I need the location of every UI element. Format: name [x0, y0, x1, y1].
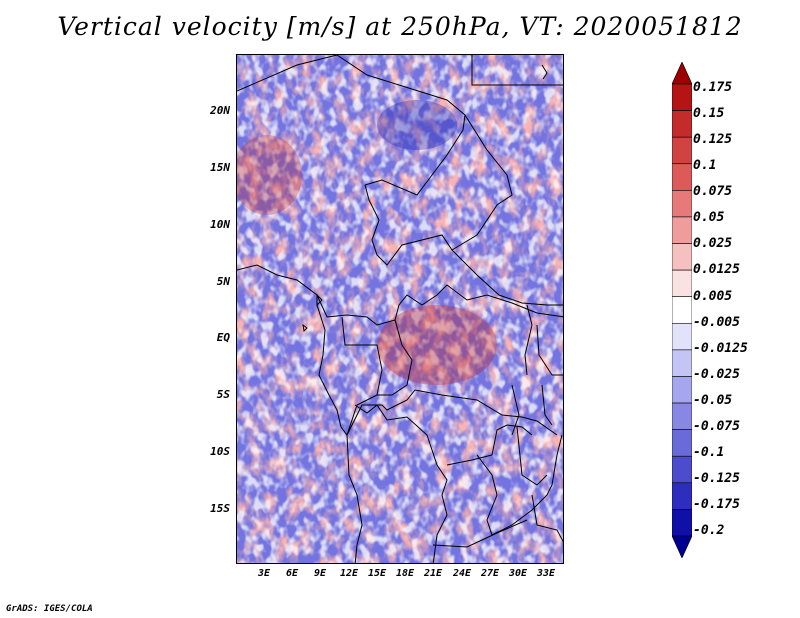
colorbar-segment [672, 296, 692, 324]
colorbar-segment [672, 216, 692, 244]
colorbar-segment [672, 136, 692, 165]
colorbar-label: 0.075 [693, 184, 733, 199]
lon-tick: 24E [452, 568, 472, 579]
colorbar-label: -0.05 [693, 393, 733, 408]
colorbar-segment [672, 349, 692, 377]
colorbar-segment [672, 243, 692, 271]
colorbar-label: -0.005 [693, 315, 740, 330]
colorbar-segment [672, 429, 692, 457]
colorbar-segments [672, 62, 692, 558]
colorbar-segment [672, 376, 692, 404]
colorbar-segment [672, 190, 692, 218]
colorbar-segment [672, 322, 692, 351]
lat-tick: 20N [210, 104, 230, 117]
country-borders [237, 55, 563, 563]
lon-tick: 21E [423, 568, 443, 579]
vertical-velocity-field [237, 55, 563, 563]
lon-tick: 3E [257, 568, 271, 579]
colorbar-label: -0.125 [693, 471, 740, 486]
lat-tick: 5N [216, 275, 230, 288]
lat-tick: 15S [210, 502, 230, 515]
colorbar-label: 0.025 [693, 236, 733, 251]
colorbar-label: 0.15 [693, 106, 725, 121]
colorbar-segment [672, 535, 692, 558]
lon-tick: 30E [508, 568, 528, 579]
lat-tick: 10S [210, 445, 230, 458]
colorbar-segment [672, 110, 692, 138]
colorbar-label: 0.005 [693, 289, 733, 304]
lat-tick: 15N [210, 161, 230, 174]
lon-tick: 18E [395, 568, 415, 579]
lon-tick: 9E [313, 568, 327, 579]
colorbar-label: -0.1 [693, 445, 725, 460]
chart-title: Vertical velocity [m/s] at 250hPa, VT: 2… [57, 12, 743, 41]
colorbar-segment [672, 482, 692, 510]
updraft-cluster [377, 305, 497, 385]
colorbar-label: -0.2 [693, 523, 725, 538]
colorbar-segment [672, 62, 692, 85]
credit-text: GrADS: IGES/COLA [6, 604, 93, 614]
lon-tick: 6E [285, 568, 299, 579]
colorbar-segment [672, 163, 692, 191]
colorbar-segment [672, 83, 692, 111]
lat-tick: EQ [216, 331, 230, 344]
islands [302, 64, 548, 333]
map-panel [236, 54, 564, 564]
lon-tick: 12E [339, 568, 359, 579]
near-zero-pattern [237, 55, 563, 563]
lat-tick: 10N [210, 218, 230, 231]
colorbar-segment [672, 455, 692, 484]
colorbar-segment [672, 509, 692, 537]
colorbar-label: 0.175 [693, 80, 733, 95]
colorbar-label: 0.1 [693, 158, 717, 173]
lat-tick: 5S [216, 388, 230, 401]
lon-tick: 15E [367, 568, 387, 579]
colorbar-label: -0.0125 [693, 341, 748, 356]
colorbar-label: 0.05 [693, 210, 725, 225]
updraft-cluster [237, 135, 302, 215]
lon-tick: 33E [536, 568, 556, 579]
colorbar-label: -0.025 [693, 367, 740, 382]
colorbar [672, 62, 692, 558]
lon-tick: 27E [480, 568, 500, 579]
colorbar-label: 0.125 [693, 132, 733, 147]
downdraft-cluster [377, 100, 457, 150]
colorbar-segment [672, 269, 692, 298]
colorbar-label: -0.175 [693, 497, 740, 512]
colorbar-label: -0.075 [693, 419, 740, 434]
colorbar-segment [672, 402, 692, 430]
colorbar-label: 0.0125 [693, 262, 740, 277]
